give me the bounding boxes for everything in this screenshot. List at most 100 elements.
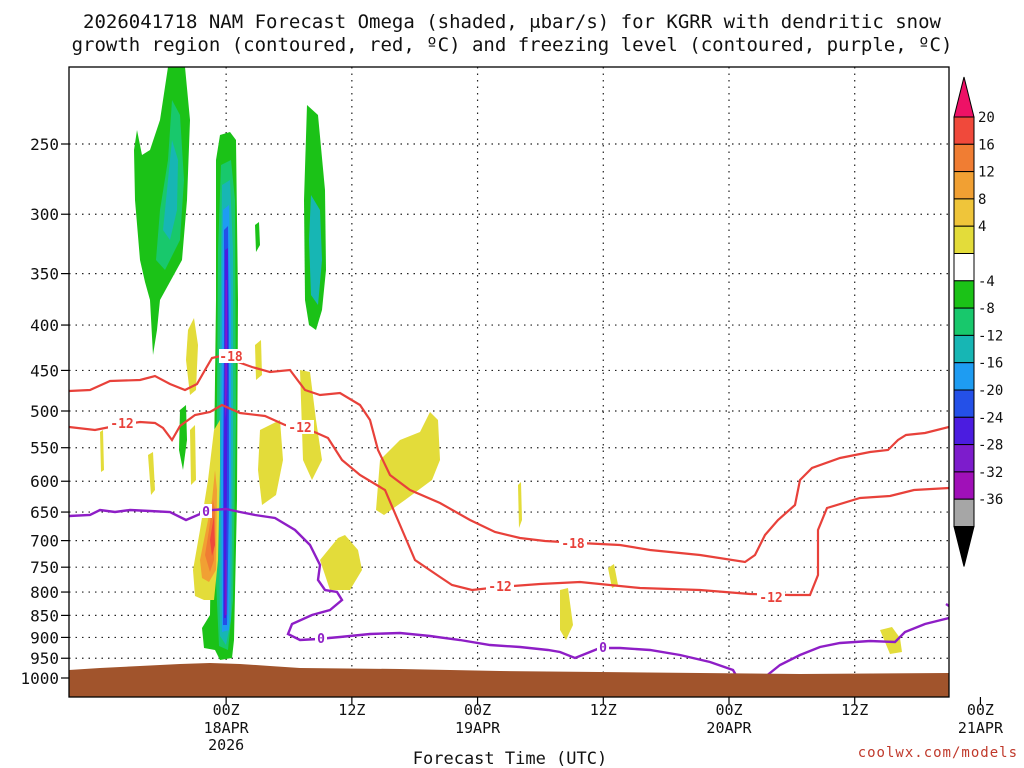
chart-title-line-1: 2026041718 NAM Forecast Omega (shaded, μ…: [83, 11, 941, 33]
colorbar-label: -36: [978, 492, 1003, 508]
y-tick-label: 750: [30, 558, 59, 577]
y-tick-label: 800: [30, 583, 59, 602]
omega-region: [880, 627, 902, 654]
terrain-fill: [69, 663, 949, 697]
y-tick-label: 850: [30, 606, 59, 625]
contour-label: -12: [759, 591, 782, 606]
omega-region: [309, 195, 322, 305]
colorbar-segment: [953, 471, 975, 500]
omega-region: [225, 560, 227, 615]
y-tick-label: 900: [30, 628, 59, 647]
colorbar-label: 4: [978, 219, 986, 235]
y-tick-label: 700: [30, 532, 59, 551]
colorbar-segment: [953, 253, 975, 282]
omega-shading: [100, 67, 902, 660]
minus-12-contour-lower: [69, 403, 949, 597]
contour-label: -12: [288, 421, 311, 436]
omega-region: [148, 452, 155, 495]
x-tick-label: 12Z: [841, 701, 868, 719]
x-tick-label: 12Z: [338, 701, 365, 719]
colorbar-segment: [953, 171, 975, 200]
colorbar-segment: [953, 498, 975, 528]
x-tick-date: 20APR: [706, 719, 752, 737]
contour-label: 0: [202, 505, 210, 520]
y-tick-label: 950: [30, 649, 59, 668]
contour-label: -12: [110, 417, 133, 432]
omega-region: [320, 535, 362, 590]
colorbar-top-arrow: [953, 76, 975, 118]
plot-frame: [68, 66, 950, 698]
plot-content: -18 -12 -12 -18 -12 -12 0 0 0: [69, 67, 949, 697]
colorbar-label: -8: [978, 301, 995, 317]
omega-region: [518, 482, 522, 528]
omega-region: [258, 420, 283, 505]
colorbar: 20 16 12 8 4 -4 -8 -12 -16 -20 -24 -28 -32 -36: [953, 76, 1003, 567]
omega-region: [560, 588, 573, 640]
colorbar-label: 12: [978, 165, 995, 181]
contour-label: -12: [488, 580, 511, 595]
x-tick-date: 19APR: [455, 719, 501, 737]
x-tick-year: 2026: [208, 736, 244, 754]
omega-region: [210, 515, 215, 556]
colorbar-segment: [953, 362, 975, 391]
x-tick-label: 12Z: [590, 701, 617, 719]
colorbar-label: 16: [978, 137, 995, 153]
colorbar-label: -20: [978, 383, 1003, 399]
y-tick-label: 300: [30, 205, 59, 224]
omega-region: [186, 318, 198, 395]
colorbar-label: -12: [978, 328, 1003, 344]
omega-region: [376, 412, 440, 515]
y-tick-label: 250: [30, 135, 59, 154]
minus-12-contour-upper: [69, 353, 949, 564]
x-tick-date: 18APR: [204, 719, 250, 737]
y-tick-label: 600: [30, 472, 59, 491]
colorbar-segment: [953, 116, 975, 145]
colorbar-label: -32: [978, 465, 1003, 481]
omega-region: [190, 425, 196, 485]
y-tick-label: 350: [30, 265, 59, 284]
colorbar-label: -28: [978, 438, 1003, 454]
colorbar-bottom-arrow: [953, 526, 975, 567]
x-tick-date: 21APR: [958, 719, 1004, 737]
y-axis: 250 300 350 400 450 500 550 600 650 700 750 800 850 9…: [20, 135, 69, 688]
x-tick-label: 00Z: [213, 701, 240, 719]
zero-contour-right: [764, 616, 949, 678]
omega-region: [608, 564, 618, 588]
y-tick-label: 650: [30, 503, 59, 522]
colorbar-label: 8: [978, 192, 986, 208]
colorbar-segment: [953, 389, 975, 418]
colorbar-label: -4: [978, 274, 995, 290]
omega-region: [255, 222, 260, 252]
plot-area: [69, 67, 949, 697]
y-tick-label: 400: [30, 316, 59, 335]
y-tick-label: 500: [30, 402, 59, 421]
contour-label: -18: [561, 537, 585, 552]
colorbar-segment: [953, 307, 975, 336]
colorbar-segment: [953, 334, 975, 364]
colorbar-segment: [953, 280, 975, 309]
x-tick-label: 00Z: [967, 701, 994, 719]
y-tick-label: 550: [30, 439, 59, 458]
omega-region: [100, 430, 104, 472]
x-axis-label: Forecast Time (UTC): [413, 749, 607, 768]
colorbar-segment: [953, 143, 975, 173]
colorbar-label: 20: [978, 110, 995, 126]
chart-title-line-2: growth region (contoured, red, ºC) and f…: [72, 34, 953, 56]
y-tick-label: 1000: [20, 669, 59, 688]
omega-region: [163, 140, 178, 240]
colorbar-segment: [953, 416, 975, 446]
x-tick-label: 00Z: [464, 701, 491, 719]
colorbar-segment: [953, 198, 975, 227]
x-tick-label: 00Z: [715, 701, 742, 719]
colorbar-segment: [953, 225, 975, 254]
contour-labels: -18 -12 -12 -18 -12 -12 0 0 0: [108, 349, 785, 656]
contour-label: 0: [599, 641, 607, 656]
site-credit: coolwx.com/models: [858, 745, 1018, 761]
colorbar-segment: [953, 444, 975, 473]
contour-label: -18: [219, 350, 243, 365]
snow-growth-contours: [69, 353, 949, 597]
zero-contour-main: [69, 507, 739, 678]
contour-label: 0: [317, 632, 325, 647]
